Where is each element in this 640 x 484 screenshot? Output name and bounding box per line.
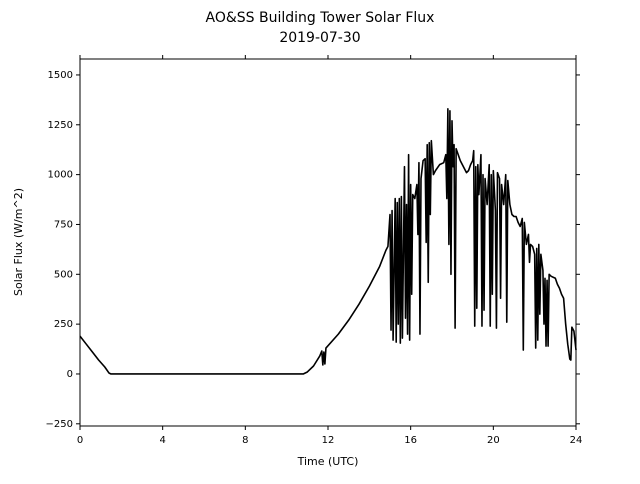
y-axis-label: Solar Flux (W/m^2) (12, 188, 25, 296)
x-tick-label: 16 (404, 435, 417, 446)
x-tick-label: 24 (570, 435, 583, 446)
x-tick-label: 12 (322, 435, 335, 446)
x-tick-label: 20 (487, 435, 500, 446)
chart-title: AO&SS Building Tower Solar Flux (206, 10, 435, 26)
x-axis-label: Time (UTC) (297, 455, 359, 468)
y-tick-label: −250 (46, 419, 73, 430)
y-tick-label: 0 (67, 369, 73, 380)
x-tick-label: 4 (159, 435, 165, 446)
chart-subtitle: 2019-07-30 (279, 30, 360, 46)
x-tick-label: 0 (77, 435, 83, 446)
data-line (79, 108, 577, 375)
x-tick-label: 8 (242, 435, 248, 446)
plot-frame (79, 58, 577, 427)
y-tick-label: 250 (54, 319, 73, 330)
y-tick-label: 500 (54, 269, 73, 280)
y-tick-label: 1000 (48, 170, 73, 181)
y-tick-label: 1250 (48, 120, 73, 131)
y-tick-label: 750 (54, 219, 73, 230)
y-tick-label: 1500 (48, 70, 73, 81)
